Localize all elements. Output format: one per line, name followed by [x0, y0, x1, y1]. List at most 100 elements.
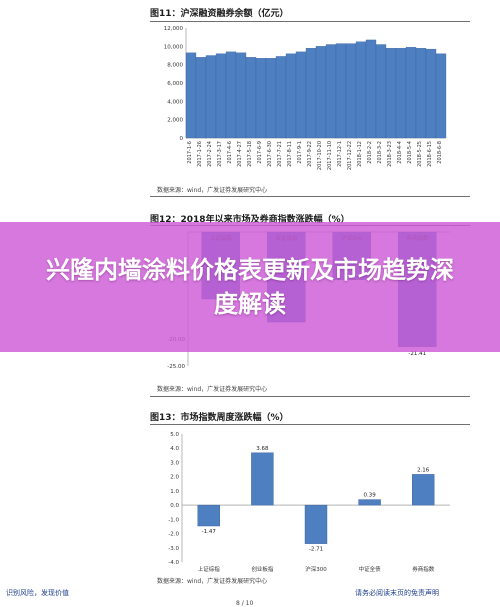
- data-bar: [255, 58, 267, 139]
- data-bar: [325, 44, 337, 139]
- y-tick-label: -4.0: [168, 560, 179, 566]
- x-tick-label: 2018-5-25: [417, 141, 423, 167]
- x-tick-label: 2017-3-17: [217, 141, 223, 167]
- data-bar: [345, 43, 357, 139]
- x-tick-label: 2017-8-11: [287, 141, 293, 167]
- y-tick-label: -1.0: [168, 517, 179, 523]
- data-bar: [305, 48, 317, 139]
- y-tick-label: 6,000: [167, 81, 183, 87]
- data-bar: [205, 55, 217, 139]
- x-tick-label: 2017-4-27: [237, 141, 243, 167]
- data-bar: [395, 48, 407, 139]
- data-label: -2.71: [309, 547, 323, 553]
- x-tick-label: 2018-2-2: [367, 141, 373, 164]
- figure-13-source: 数据来源：wind，广发证券发展研究中心: [157, 578, 268, 585]
- data-bar: [245, 57, 257, 139]
- x-tick-label: 2018-4-4: [397, 141, 403, 164]
- y-tick-label: -3.0: [168, 546, 179, 552]
- data-bar: [275, 56, 287, 139]
- figure-12-title: 图12：2018年以来市场及券商指数涨跌幅（%）: [150, 215, 350, 225]
- data-bar: [405, 47, 417, 139]
- y-tick-label: 2.0: [170, 475, 179, 481]
- y-tick-label: 10,000: [164, 44, 184, 50]
- x-tick-label: 2017-12-1: [337, 141, 343, 167]
- data-bar: [315, 46, 327, 139]
- x-tick-label: 2017-5-18: [247, 141, 253, 167]
- y-tick-label: 4.0: [170, 446, 179, 452]
- x-tick-label: 上证综指: [198, 565, 221, 573]
- x-tick-label: 2017-12-22: [347, 141, 353, 170]
- x-tick-label: 2017-1-26: [197, 141, 203, 167]
- x-tick-label: 2018-1-12: [357, 141, 363, 167]
- x-tick-label: 沪深300: [305, 565, 327, 573]
- data-bar: [355, 41, 367, 139]
- x-tick-label: 券商指数: [412, 565, 435, 573]
- y-tick-label: 4,000: [167, 99, 183, 105]
- x-tick-label: 2017-4-6: [227, 141, 233, 164]
- figure-11-source: 数据来源：wind，广发证券发展研究中心: [157, 187, 268, 194]
- data-bar: [304, 504, 328, 544]
- y-tick-label: 2,000: [167, 118, 183, 124]
- x-tick-label: 2018-6-15: [427, 141, 433, 167]
- figure-11-title: 图11：沪深融资融券余额（亿元）: [150, 9, 289, 19]
- figure-12-bottom-rule: [150, 396, 470, 397]
- y-tick-label: 5.0: [170, 432, 179, 438]
- data-bar: [295, 51, 307, 139]
- x-tick-label: 2018-3-2: [377, 141, 383, 164]
- data-bar: [365, 39, 377, 139]
- y-tick-label: 12,000: [164, 26, 184, 32]
- footer-disclaimer-link[interactable]: 请务必阅读末页的免责声明: [355, 589, 439, 597]
- x-tick-label: 中证全债: [359, 565, 382, 573]
- footer-slogan: 识别风险，发现价值: [6, 589, 69, 597]
- data-bar: [185, 52, 197, 139]
- y-tick-label: 8,000: [167, 63, 183, 69]
- data-bar: [375, 44, 387, 139]
- y-tick-label: -25.00: [167, 364, 185, 370]
- data-bar: [385, 48, 397, 139]
- data-bar: [215, 53, 227, 139]
- data-bar: [225, 51, 237, 139]
- x-tick-label: 2017-9-1: [297, 141, 303, 164]
- data-bar: [285, 53, 297, 139]
- x-tick-label: 2018-5-4: [407, 141, 413, 164]
- data-label: -1.47: [202, 529, 217, 535]
- x-tick-label: 2017-6-9: [257, 141, 263, 164]
- figure-13-rule: [150, 424, 470, 425]
- data-bar: [251, 452, 274, 506]
- page-number: 8 / 10: [236, 600, 254, 607]
- x-tick-label: 2017-11-10: [327, 141, 333, 170]
- x-tick-label: 2017-9-22: [307, 141, 313, 167]
- figure-11-bottom-rule: [150, 196, 470, 197]
- data-bar: [412, 474, 435, 506]
- x-tick-label: 2017-6-30: [267, 141, 273, 167]
- x-tick-label: 2017-7-21: [277, 141, 283, 167]
- figure-11-rule: [150, 21, 470, 22]
- figure-13-chart: 5.0 4.0 3.0 2.0 1.0 0.0 -1.0 -2.0 -3.0 -4.0 -1.47 上…: [168, 432, 450, 573]
- y-tick-label: 1.0: [170, 489, 179, 495]
- figure-12-source: 数据来源：wind，广发证券发展研究中心: [157, 386, 268, 393]
- data-bar: [425, 48, 437, 139]
- data-bar: [435, 53, 447, 139]
- data-bar: [335, 43, 347, 139]
- data-label: -21.41: [408, 351, 426, 357]
- data-bar: [358, 499, 381, 506]
- x-tick-label: 2017-10-20: [317, 141, 323, 170]
- figure-13-title: 图13：市场指数周度涨跌幅（%）: [150, 413, 289, 423]
- x-tick-label: 创业板指: [251, 565, 274, 573]
- figure-11-chart: 0 2,000 4,000 6,000 8,000 10,000 12,000 2017-1-…: [164, 26, 447, 170]
- y-tick-label: 0: [180, 136, 184, 142]
- data-label: 3.68: [256, 446, 269, 452]
- title-banner: 兴隆内墙涂料价格表更新及市场趋势深度解读: [0, 222, 500, 352]
- banner-title: 兴隆内墙涂料价格表更新及市场趋势深度解读: [46, 256, 454, 318]
- data-bar: [197, 504, 220, 527]
- x-tick-label: 2017-1-6: [187, 141, 193, 164]
- data-bar: [195, 57, 207, 139]
- x-tick-label: 2017-2-24: [207, 141, 213, 167]
- data-bar: [235, 52, 247, 139]
- y-tick-label: 3.0: [170, 460, 179, 466]
- data-bar: [265, 58, 277, 139]
- data-bar: [415, 48, 427, 139]
- x-tick-label: 2018-6-8: [437, 141, 443, 164]
- data-label: 2.16: [417, 467, 430, 473]
